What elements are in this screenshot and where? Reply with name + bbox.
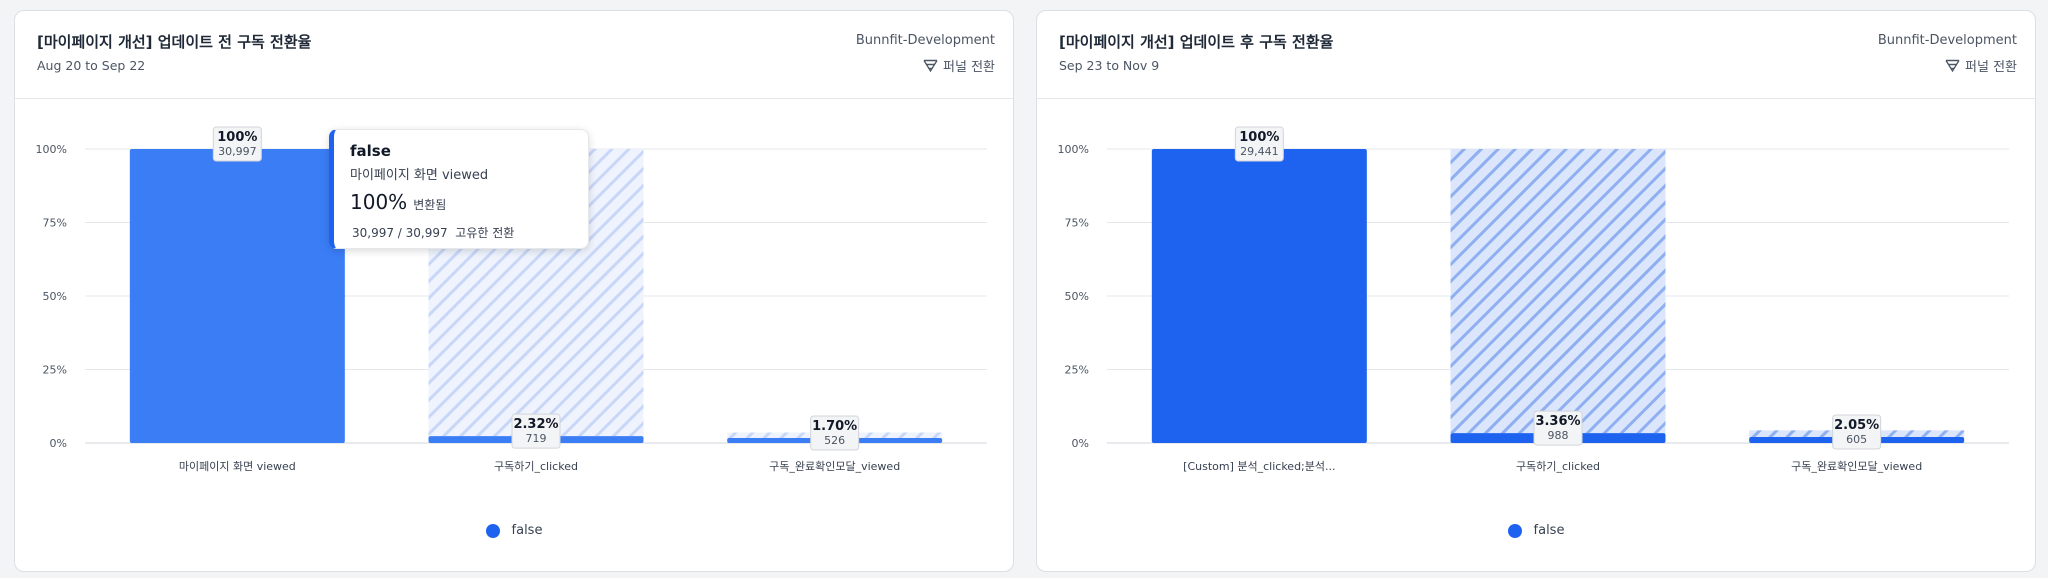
tooltip-count: 30,997 / 30,997 고유한 전환 xyxy=(352,224,514,241)
y-tick-label: 75% xyxy=(43,217,67,230)
y-tick-label: 50% xyxy=(43,290,67,303)
x-category-label: 구독하기_clicked xyxy=(1516,459,1600,473)
data-label-count: 988 xyxy=(1548,429,1569,442)
conversion-bar[interactable] xyxy=(1151,149,1367,443)
y-tick-label: 0% xyxy=(50,437,67,450)
x-category-label: [Custom] 분석_clicked;분석... xyxy=(1183,460,1335,473)
data-label-box xyxy=(1234,126,1284,162)
tooltip-count-label: 고유한 전환 xyxy=(455,226,515,240)
data-label-box xyxy=(810,415,860,451)
legend-label[interactable]: false xyxy=(1533,523,1565,538)
hover-tooltip: false 마이페이지 화면 viewed 100% 변환됨 30,997 / … xyxy=(329,129,589,249)
chart-title[interactable]: [마이페이지 개선] 업데이트 전 구독 전환율 xyxy=(37,33,312,51)
y-tick-label: 100% xyxy=(36,143,67,156)
legend: false xyxy=(15,523,1013,538)
x-category-label: 구독_완료확인모달_viewed xyxy=(1791,460,1922,473)
y-tick-label: 50% xyxy=(1065,290,1089,303)
funnel-icon xyxy=(923,59,938,72)
data-label-percent: 100% xyxy=(1239,130,1279,145)
funnel-type-indicator: 퍼널 전환 xyxy=(923,56,995,75)
x-category-label: 구독_완료확인모달_viewed xyxy=(769,460,900,473)
data-label-percent: 3.36% xyxy=(1535,414,1580,429)
x-category-label: 마이페이지 화면 viewed xyxy=(179,460,296,473)
funnel-card-before: [마이페이지 개선] 업데이트 전 구독 전환율 Aug 20 to Sep 2… xyxy=(14,10,1014,572)
data-label-box xyxy=(212,126,262,162)
data-label-percent: 2.32% xyxy=(513,417,558,432)
card-header: [마이페이지 개선] 업데이트 전 구독 전환율 Aug 20 to Sep 2… xyxy=(15,11,1013,99)
data-label-percent: 1.70% xyxy=(812,419,857,434)
project-name: Bunnfit-Development xyxy=(1877,33,2017,48)
date-range: Aug 20 to Sep 22 xyxy=(37,58,146,73)
legend-swatch xyxy=(485,523,500,538)
tooltip-title: false xyxy=(350,142,391,160)
data-label-box xyxy=(511,413,561,449)
funnel-chart: 100%75%50%25%0%100%29,441[Custom] 분석_cli… xyxy=(1058,126,2009,473)
data-label-percent: 100% xyxy=(217,130,257,145)
date-range: Sep 23 to Nov 9 xyxy=(1059,58,1160,73)
y-tick-label: 75% xyxy=(1065,217,1089,230)
chart-title[interactable]: [마이페이지 개선] 업데이트 후 구독 전환율 xyxy=(1059,33,1334,51)
data-label-count: 29,441 xyxy=(1240,145,1279,158)
funnel-type-indicator: 퍼널 전환 xyxy=(1945,56,2017,75)
conversion-bar[interactable] xyxy=(129,149,345,443)
funnel-card-after: [마이페이지 개선] 업데이트 후 구독 전환율 Sep 23 to Nov 9… xyxy=(1036,10,2036,572)
y-tick-label: 100% xyxy=(1058,143,1089,156)
data-label-percent: 2.05% xyxy=(1834,418,1879,433)
funnel-type-label: 퍼널 전환 xyxy=(1965,60,2017,75)
y-tick-label: 25% xyxy=(1065,364,1089,377)
data-label-count: 719 xyxy=(526,432,547,445)
tooltip-rate-label: 변환됨 xyxy=(413,198,447,212)
funnel-type-label: 퍼널 전환 xyxy=(943,60,995,75)
legend: false xyxy=(1037,523,2035,538)
y-tick-label: 0% xyxy=(1072,437,1089,450)
data-label-count: 526 xyxy=(824,434,845,447)
data-label-box xyxy=(1533,410,1583,446)
funnel-icon xyxy=(1945,59,1960,72)
tooltip-rate-value: 100% xyxy=(350,190,408,214)
tooltip-count-value: 30,997 / 30,997 xyxy=(352,226,448,240)
data-label-count: 30,997 xyxy=(218,145,257,158)
card-header: [마이페이지 개선] 업데이트 후 구독 전환율 Sep 23 to Nov 9… xyxy=(1037,11,2035,99)
tooltip-step: 마이페이지 화면 viewed xyxy=(350,168,489,183)
y-tick-label: 25% xyxy=(43,364,67,377)
legend-label[interactable]: false xyxy=(511,523,543,538)
data-label-count: 605 xyxy=(1846,433,1867,446)
x-category-label: 구독하기_clicked xyxy=(494,459,578,473)
tooltip-rate: 100% 변환됨 xyxy=(350,190,446,214)
project-name: Bunnfit-Development xyxy=(855,33,995,48)
legend-swatch xyxy=(1507,523,1522,538)
data-label-box xyxy=(1832,414,1882,450)
dropoff-bar[interactable] xyxy=(1450,149,1666,434)
